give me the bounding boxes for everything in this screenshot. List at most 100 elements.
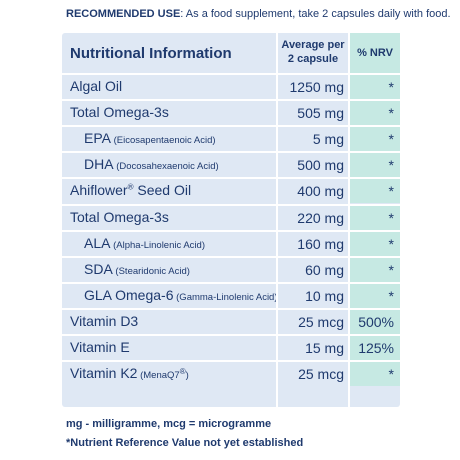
nutrient-nrv: * xyxy=(350,101,400,126)
row-separator xyxy=(62,281,400,284)
recommended-use: RECOMMENDED USE: As a food supplement, t… xyxy=(66,8,456,20)
nutrient-label: SDA xyxy=(84,260,113,277)
nutrient-nrv: 125% xyxy=(350,336,400,360)
nutrient-label: Ahiflower xyxy=(70,182,128,199)
registered-mark: ® xyxy=(127,182,134,192)
row-separator xyxy=(62,255,400,258)
amount-value: 1250 mg xyxy=(289,79,344,95)
nutrient-name: Total Omega-3s xyxy=(70,209,169,225)
table-row: GLA Omega-6 (Gamma-Linolenic Acid) 10 mg * xyxy=(62,283,400,308)
row-separator xyxy=(62,360,400,363)
nutrient-label-suffix: Seed Oil xyxy=(133,182,192,199)
recommended-use-text: : As a food supplement, take 2 capsules … xyxy=(180,8,451,20)
nutrient-amount: 25 mcg xyxy=(278,310,348,334)
row-separator xyxy=(62,99,400,102)
nrv-value: * xyxy=(388,79,394,95)
table-row: Vitamin K2 (MenaQ7®) 25 mcg * xyxy=(62,362,400,387)
nutrient-label: GLA Omega-6 xyxy=(84,286,174,303)
table-row: Ahiflower® Seed Oil 400 mg * xyxy=(62,179,400,204)
nutrient-name: ALA (Alpha-Linolenic Acid) xyxy=(84,235,205,251)
table-row: Algal Oil 1250 mg * xyxy=(62,75,400,99)
table-row: Vitamin D3 25 mcg 500% xyxy=(62,309,400,334)
amount-value: 15 mg xyxy=(305,340,344,356)
amount-value: 400 mg xyxy=(297,183,344,200)
nrv-value: * xyxy=(388,105,394,122)
nrv-value: * xyxy=(388,366,394,383)
nutrient-amount: 500 mg xyxy=(278,153,348,177)
nutrient-nrv: * xyxy=(350,179,400,204)
table-header: Nutritional Information Average per 2 ca… xyxy=(62,33,400,73)
nutrient-description: (Docosahexaenoic Acid) xyxy=(113,161,219,173)
nutrient-name: Total Omega-3s xyxy=(70,104,169,120)
nrv-value: * xyxy=(388,261,394,278)
amount-value: 500 mg xyxy=(297,157,344,174)
row-separator xyxy=(62,334,400,336)
recommended-use-label: RECOMMENDED USE xyxy=(66,8,181,20)
nrv-value: 500% xyxy=(358,313,394,330)
row-separator xyxy=(62,73,400,75)
nutrient-description: (MenaQ7®) xyxy=(137,366,189,382)
table-row: Vitamin E 15 mg 125% xyxy=(62,336,400,360)
nutrient-label: EPA xyxy=(84,130,111,147)
nrv-footnote: *Nutrient Reference Value not yet establ… xyxy=(66,437,304,449)
amount-value: 25 mcg xyxy=(298,313,344,330)
nutrient-amount: 15 mg xyxy=(278,336,348,360)
nutrient-name: Vitamin D3 xyxy=(70,313,138,329)
amount-value: 160 mg xyxy=(297,235,344,252)
nutrient-amount: 505 mg xyxy=(278,101,348,125)
amount-value: 25 mcg xyxy=(298,366,344,383)
nutrient-name: Vitamin E xyxy=(70,339,130,355)
table-row: DHA (Docosahexaenoic Acid) 500 mg * xyxy=(62,153,400,178)
nutrient-nrv: 500% xyxy=(350,309,400,334)
table-row: SDA (Stearidonic Acid) 60 mg * xyxy=(62,257,400,282)
nrv-value: * xyxy=(388,235,394,252)
nutrient-name: Ahiflower® Seed Oil xyxy=(70,182,191,198)
nutrition-table: Nutritional Information Average per 2 ca… xyxy=(62,33,400,407)
header-average-per-capsule: Average per 2 capsule xyxy=(281,39,345,65)
nutrient-amount: 60 mg xyxy=(278,258,348,282)
nutrient-label: Vitamin D3 xyxy=(70,312,139,329)
nutrient-name: DHA (Docosahexaenoic Acid) xyxy=(84,156,219,172)
column-divider xyxy=(276,33,278,407)
nutrient-amount: 160 mg xyxy=(278,232,348,256)
nutrient-label: ALA xyxy=(84,234,111,251)
row-separator xyxy=(62,229,400,232)
nutrient-amount: 220 mg xyxy=(278,206,348,230)
nutrient-name: EPA (Eicosapentaenoic Acid) xyxy=(84,130,216,146)
nutrient-label: Total Omega-3s xyxy=(70,104,169,121)
nutrient-nrv: * xyxy=(350,257,400,282)
amount-value: 5 mg xyxy=(312,131,344,148)
nutrient-name: SDA (Stearidonic Acid) xyxy=(84,261,190,277)
units-footnote: mg - milligramme, mcg = microgramme xyxy=(66,418,272,430)
table-row: Total Omega-3s 220 mg * xyxy=(62,205,400,230)
nutrient-name: Vitamin K2 (MenaQ7®) xyxy=(70,365,189,381)
row-separator xyxy=(62,203,400,206)
amount-value: 60 mg xyxy=(305,261,344,278)
nutrient-label: DHA xyxy=(84,156,114,173)
nutrient-name: Algal Oil xyxy=(70,78,122,94)
column-divider xyxy=(348,33,350,407)
nutrient-amount: 25 mcg xyxy=(278,362,348,386)
nutrient-nrv: * xyxy=(350,362,400,387)
nrv-value: * xyxy=(388,287,394,304)
nutrient-label: Algal Oil xyxy=(70,78,123,94)
nutrient-label: Vitamin E xyxy=(70,339,130,355)
nutrient-description: (Eicosapentaenoic Acid) xyxy=(110,135,216,147)
nutrient-description: (Stearidonic Acid) xyxy=(112,265,190,277)
nrv-value: * xyxy=(388,209,394,226)
nutrient-nrv: * xyxy=(350,205,400,230)
amount-value: 220 mg xyxy=(297,209,344,226)
nutrient-amount: 1250 mg xyxy=(278,75,348,99)
nutrient-amount: 5 mg xyxy=(278,127,348,151)
amount-value: 505 mg xyxy=(297,105,344,122)
nrv-value: 125% xyxy=(358,340,394,356)
nutrient-label: Vitamin K2 xyxy=(70,365,138,382)
nutrient-nrv: * xyxy=(350,231,400,256)
nutrient-nrv: * xyxy=(350,127,400,152)
table-row: EPA (Eicosapentaenoic Acid) 5 mg * xyxy=(62,127,400,152)
nutrient-label: Total Omega-3s xyxy=(70,208,169,225)
nutrient-description: (Gamma-Linolenic Acid) xyxy=(173,291,278,303)
nrv-value: * xyxy=(388,131,394,148)
row-separator xyxy=(62,177,400,180)
table-row: Total Omega-3s 505 mg * xyxy=(62,101,400,126)
